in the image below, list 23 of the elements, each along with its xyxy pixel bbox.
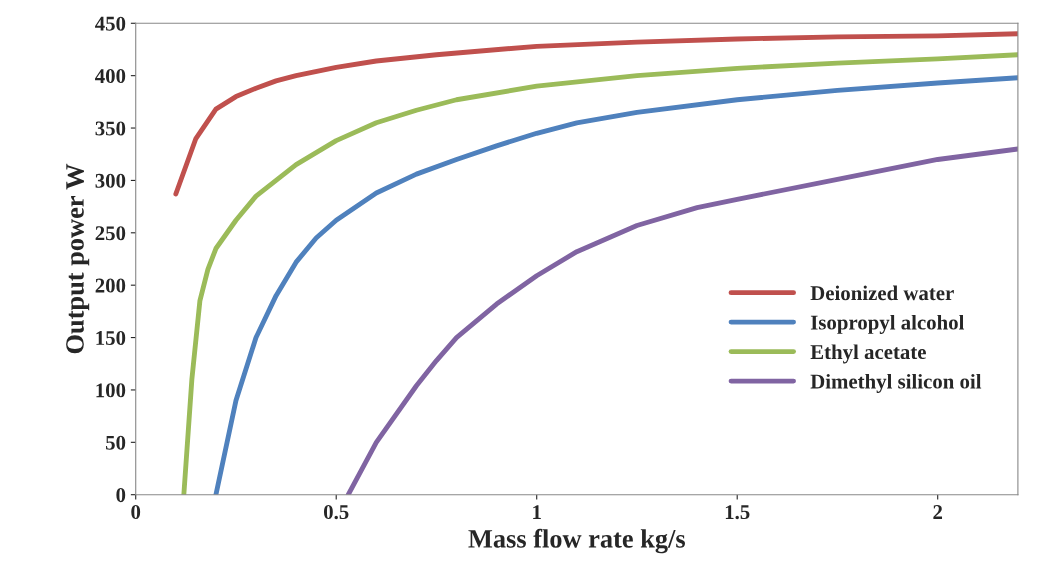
- legend-label: Deionized water: [810, 285, 954, 301]
- y-tick-label: 50: [106, 435, 126, 450]
- x-tick-label: 1: [533, 505, 541, 519]
- x-tick-label: 2: [933, 505, 943, 519]
- y-tick-label: 0: [116, 488, 126, 503]
- line-series: [173, 31, 1018, 197]
- y-tick-label: 300: [95, 173, 126, 188]
- legend-label: Ethyl acetate: [810, 344, 926, 364]
- y-tick-label: 100: [96, 383, 126, 398]
- y-tick-label: 150: [96, 330, 126, 345]
- y-tick-label: 450: [95, 16, 126, 31]
- legend-label: Isopropyl alcohol: [810, 314, 965, 334]
- y-axis-title: Output power W: [66, 163, 90, 354]
- line-series: [345, 146, 1018, 495]
- x-axis-title: Mass flow rate kg/s: [468, 528, 685, 554]
- x-tick-label: 0.5: [323, 505, 349, 520]
- y-tick-label: 350: [95, 121, 126, 136]
- legend-label: Dimethyl silicon oil: [810, 373, 982, 393]
- x-tick-label: 1.5: [725, 505, 750, 520]
- y-tick-label: 200: [95, 278, 126, 293]
- y-tick-label: 250: [95, 226, 126, 241]
- x-tick-label: 0: [131, 505, 141, 520]
- y-tick-label: 400: [95, 69, 126, 84]
